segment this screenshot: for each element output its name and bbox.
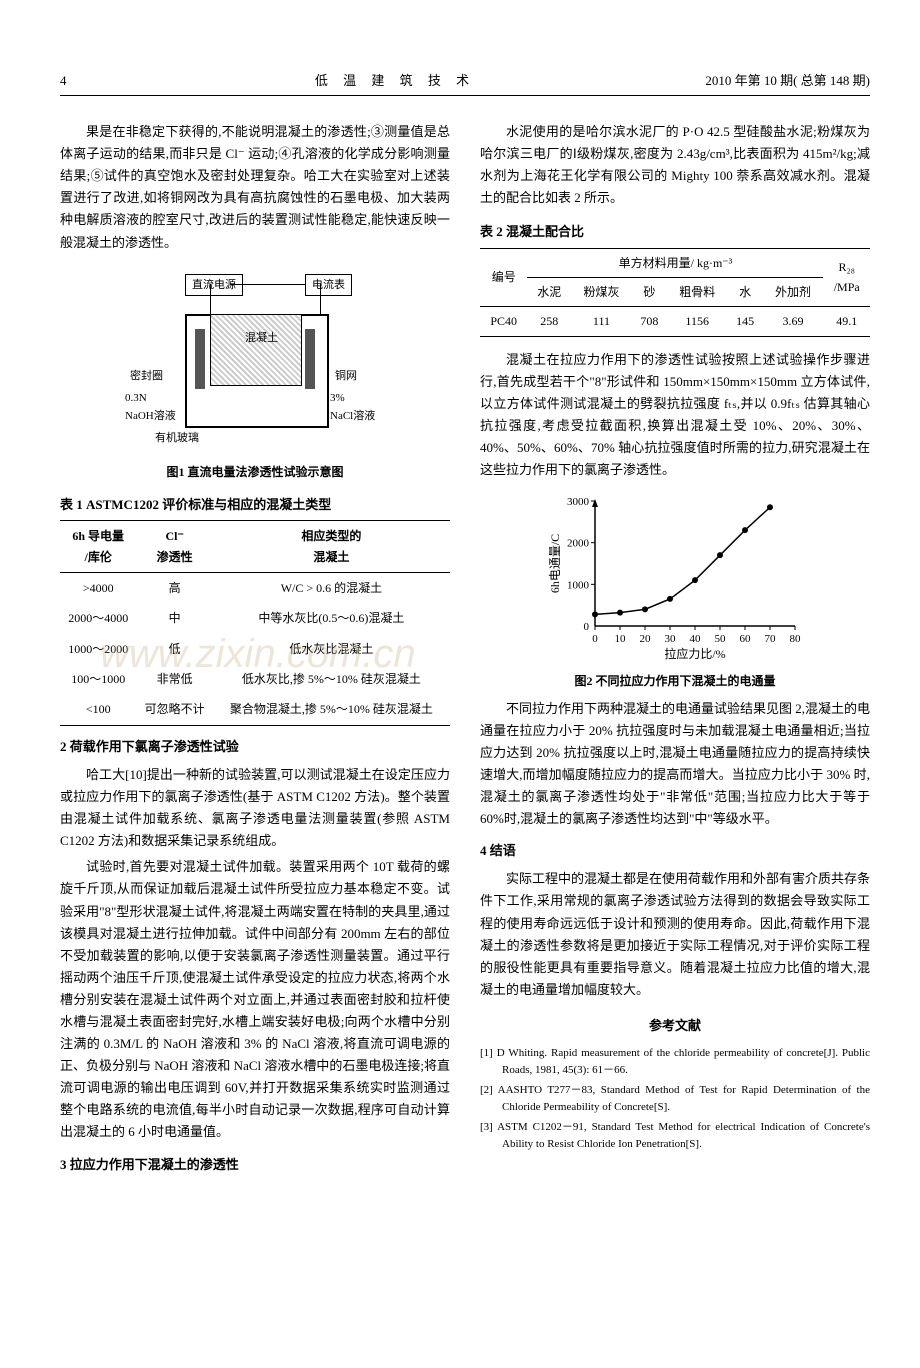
para-r4: 实际工程中的混凝土都是在使用荷载作用和外部有害介质共存条件下工作,采用常规的氯离… [480,868,870,1001]
refs-title: 参考文献 [480,1015,870,1037]
label-naoh: 0.3N NaOH溶液 [125,389,176,426]
table1-title: 表 1 ASTMC1202 评价标准与相应的混凝土类型 [60,494,450,516]
para-l2: 哈工大[10]提出一种新的试验装置,可以测试混凝土在设定压应力或拉应力作用下的氯… [60,764,450,852]
fig2-caption: 图2 不同拉应力作用下混凝土的电通量 [480,671,870,691]
page-number: 4 [60,70,120,92]
t1-r3c1: 非常低 [136,664,212,694]
label-concrete: 混凝土 [245,329,278,348]
table2: 编号 单方材料用量/ kg·m⁻³ R₂₈ /MPa 水泥 粉煤灰 砂 粗骨料 … [480,248,870,337]
t2-r0c5: 145 [728,307,763,336]
svg-text:20: 20 [640,633,652,645]
label-nacl: 3% NaCl溶液 [330,389,375,426]
t2-sh3: 粗骨料 [667,277,728,306]
t2-r0c6: 3.69 [763,307,824,336]
para-l3: 试验时,首先要对混凝土试件加载。装置采用两个 10T 载荷的螺旋千斤顶,从而保证… [60,856,450,1143]
label-ammeter: 电流表 [305,274,352,297]
fig1-caption: 图1 直流电量法渗透性试验示意图 [60,462,450,482]
svg-text:40: 40 [690,633,702,645]
svg-text:60: 60 [740,633,752,645]
t1-r3c2: 低水灰比,掺 5%～10% 硅灰混凝土 [213,664,450,694]
label-seal: 密封圈 [130,367,163,386]
svg-text:6h电通量/C: 6h电通量/C [548,534,562,593]
svg-text:50: 50 [715,633,727,645]
t1-r3c0: 100～1000 [60,664,136,694]
ref-1: [1] D Whiting. Rapid measurement of the … [502,1045,870,1078]
t1-r2c2: 低水灰比混凝土 [213,634,450,664]
t2-rowh: 编号 [480,248,527,307]
issue-label: 2010 年第 10 期( 总第 148 期) [670,70,870,92]
t1-r4c2: 聚合物混凝土,掺 5%～10% 硅灰混凝土 [213,694,450,725]
page-header: 4 低 温 建 筑 技 术 2010 年第 10 期( 总第 148 期) [60,70,870,96]
t1-r1c1: 中 [136,603,212,633]
t1-r1c0: 2000～4000 [60,603,136,633]
t1-r1c2: 中等水灰比(0.5～0.6)混凝土 [213,603,450,633]
t1-r4c0: <100 [60,694,136,725]
sec4-title: 4 结语 [480,840,870,862]
svg-text:2000: 2000 [567,538,590,550]
right-column: 水泥使用的是哈尔滨水泥厂的 P·O 42.5 型硅酸盐水泥;粉煤灰为哈尔滨三电厂… [480,121,870,1182]
chart-svg: 0 1000 2000 3000 0 10 20 30 40 50 60 70 80 拉应力比/% 6h电通… [545,491,805,661]
svg-text:拉应力比/%: 拉应力比/% [664,646,725,661]
svg-text:80: 80 [790,633,802,645]
label-glass: 有机玻璃 [155,429,199,448]
t2-sh2: 砂 [632,277,667,306]
t2-r0c7: 49.1 [823,307,870,336]
label-copper: 铜网 [335,367,357,386]
label-dc: 直流电源 [185,274,243,297]
t2-r0c4: 1156 [667,307,728,336]
t1-r0c2: W/C > 0.6 的混凝土 [213,572,450,603]
t2-group: 单方材料用量/ kg·m⁻³ [527,248,823,277]
t2-r0c0: PC40 [480,307,527,336]
figure1-diagram: 直流电源 电流表 混凝土 密封圈 铜网 0.3N NaOH溶液 3% NaCl溶… [125,274,385,454]
svg-text:10: 10 [615,633,627,645]
t1-r0c1: 高 [136,572,212,603]
t2-sh5: 外加剂 [763,277,824,306]
t1-r4c1: 可忽略不计 [136,694,212,725]
t1-h2: 相应类型的 混凝土 [213,521,450,573]
figure2-chart: 0 1000 2000 3000 0 10 20 30 40 50 60 70 80 拉应力比/% 6h电通… [535,491,815,661]
t2-sh1: 粉煤灰 [571,277,632,306]
table1: 6h 导电量 /库伦 Cl⁻ 渗透性 相应类型的 混凝土 >4000高W/C >… [60,520,450,726]
para-r1: 水泥使用的是哈尔滨水泥厂的 P·O 42.5 型硅酸盐水泥;粉煤灰为哈尔滨三电厂… [480,121,870,209]
refs-list: [1] D Whiting. Rapid measurement of the … [480,1045,870,1152]
t2-r0c1: 258 [527,307,571,336]
t2-r28: R₂₈ /MPa [823,248,870,307]
t2-r0c2: 111 [571,307,632,336]
svg-text:1000: 1000 [567,580,590,592]
left-column: 果是在非稳定下获得的,不能说明混凝土的渗透性;③测量值是总体离子运动的结果,而非… [60,121,450,1182]
ref-3: [3] ASTM C1202－91, Standard Test Method … [502,1119,870,1152]
svg-text:30: 30 [665,633,677,645]
journal-title: 低 温 建 筑 技 术 [120,70,670,92]
t2-sh0: 水泥 [527,277,571,306]
sec3-title: 3 拉应力作用下混凝土的渗透性 [60,1154,450,1176]
t2-r0c3: 708 [632,307,667,336]
svg-text:70: 70 [765,633,777,645]
svg-text:0: 0 [592,633,598,645]
t1-r2c1: 低 [136,634,212,664]
t1-r2c0: 1000～2000 [60,634,136,664]
para-r2: 混凝土在拉应力作用下的渗透性试验按照上述试验操作步骤进行,首先成型若干个"8"形… [480,349,870,482]
t2-sh4: 水 [728,277,763,306]
ref-2: [2] AASHTO T277－83, Standard Method of T… [502,1082,870,1115]
t1-h1: Cl⁻ 渗透性 [136,521,212,573]
para-r3: 不同拉力作用下两种混凝土的电通量试验结果见图 2,混凝土的电通量在拉应力小于 2… [480,698,870,831]
svg-text:3000: 3000 [567,496,590,508]
sec2-title: 2 荷载作用下氯离子渗透性试验 [60,736,450,758]
t1-r0c0: >4000 [60,572,136,603]
t1-h0: 6h 导电量 /库伦 [60,521,136,573]
svg-text:0: 0 [584,621,590,633]
table2-title: 表 2 混凝土配合比 [480,221,870,243]
para-l1: 果是在非稳定下获得的,不能说明混凝土的渗透性;③测量值是总体离子运动的结果,而非… [60,121,450,254]
